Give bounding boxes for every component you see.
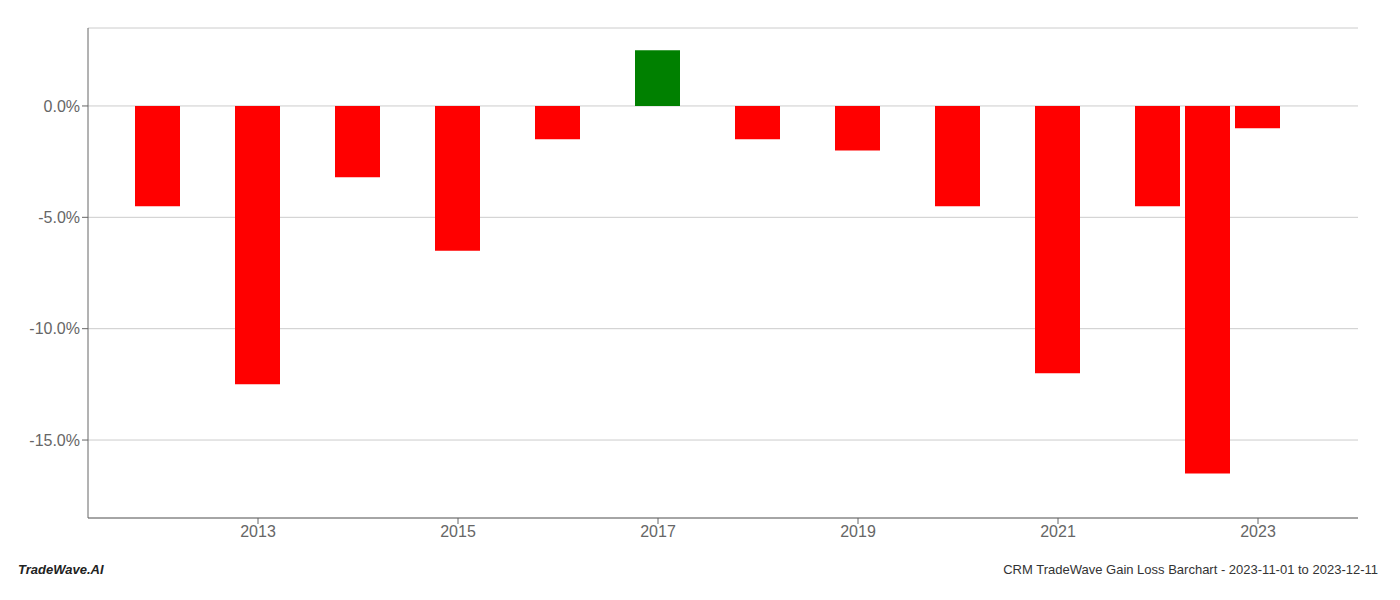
svg-text:2017: 2017: [640, 523, 676, 540]
svg-text:2013: 2013: [240, 523, 276, 540]
svg-text:2023: 2023: [1240, 523, 1276, 540]
svg-text:-15.0%: -15.0%: [29, 432, 80, 449]
svg-text:2021: 2021: [1040, 523, 1076, 540]
html-text:TradeWave.AI: TradeWave.AI: [18, 562, 104, 577]
svg-text:-5.0%: -5.0%: [38, 209, 80, 226]
svg-text:-10.0%: -10.0%: [29, 320, 80, 337]
svg-text:2015: 2015: [440, 523, 476, 540]
svg-text:2019: 2019: [840, 523, 876, 540]
html-text:CRM TradeWave Gain Loss Barcha: CRM TradeWave Gain Loss Barchart - 2023-…: [1003, 562, 1378, 577]
svg-text:0.0%: 0.0%: [44, 98, 80, 115]
